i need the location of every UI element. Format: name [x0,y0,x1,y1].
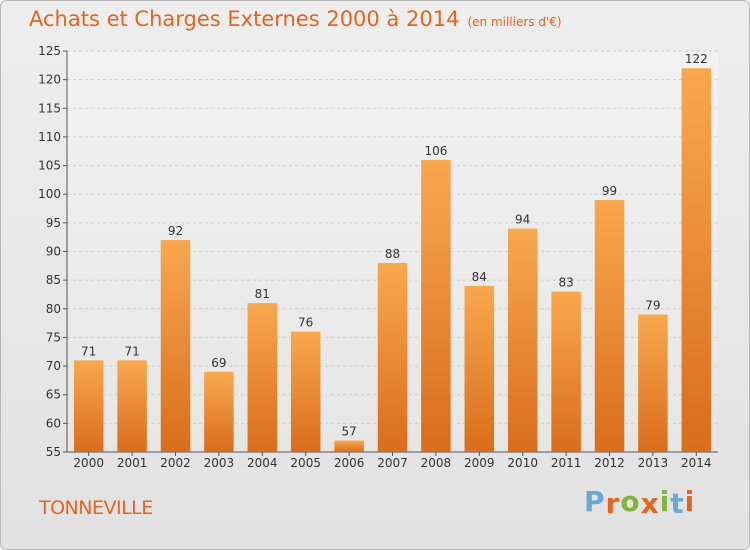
bar [160,240,191,452]
y-tick-label: 100 [38,187,61,201]
bar [594,199,625,452]
bar [247,303,278,452]
y-tick-label: 85 [46,273,61,287]
data-label: 69 [211,356,226,370]
bar [290,331,321,452]
logo-letter: i [659,485,671,518]
x-tick-label: 2001 [117,456,148,470]
y-tick-label: 60 [46,416,61,430]
y-tick-label: 90 [46,245,61,259]
bar [334,440,364,452]
bar [73,360,104,452]
x-tick-label: 2002 [160,456,191,470]
data-label: 99 [602,184,617,198]
data-label: 122 [685,52,708,66]
bar [638,314,668,452]
x-tick-label: 2011 [551,456,582,470]
bar [681,68,712,452]
chart-title: Achats et Charges Externes 2000 à 2014 (e… [29,7,562,31]
y-tick-label: 115 [38,101,61,115]
logo-letter: r [605,487,621,520]
x-tick-label: 2006 [334,456,365,470]
bar [377,262,408,452]
bar [507,228,538,452]
x-tick-label: 2005 [290,456,321,470]
y-tick-label: 95 [46,216,61,230]
y-tick-label: 110 [38,130,61,144]
data-label: 92 [168,224,183,238]
y-tick-label: 75 [46,330,61,344]
x-tick-label: 2013 [638,456,669,470]
bar [421,159,451,453]
y-tick-label: 70 [46,359,61,373]
logo-letter: t [670,487,685,520]
y-tick-label: 105 [38,159,61,173]
commune-name: TONNEVILLE [39,497,153,519]
chart-subtitle: (en milliers d'€) [467,15,562,29]
bar [464,285,495,452]
data-label: 84 [472,270,487,284]
y-tick-label: 55 [46,445,61,459]
y-tick-label: 80 [46,302,61,316]
logo-letter: o [620,485,641,518]
data-label: 81 [255,287,270,301]
data-label: 106 [424,144,447,158]
y-tick-label: 65 [46,388,61,402]
x-tick-label: 2012 [594,456,625,470]
data-label: 94 [515,213,530,227]
x-tick-label: 2004 [247,456,278,470]
logo-letter: i [684,485,696,518]
x-tick-label: 2003 [204,456,235,470]
proxiti-logo[interactable]: Proxiti [584,485,696,520]
bar [204,371,234,452]
data-label: 83 [558,276,573,290]
x-tick-label: 2000 [73,456,104,470]
data-label: 76 [298,316,313,330]
bar [117,360,147,452]
logo-letter: P [584,485,606,518]
y-tick-label: 125 [38,44,61,58]
x-tick-label: 2009 [464,456,495,470]
x-tick-label: 2014 [681,456,712,470]
data-label: 71 [81,344,96,358]
logo-letter: x [640,487,660,520]
bar [551,291,581,452]
data-label: 88 [385,247,400,261]
x-tick-label: 2008 [421,456,452,470]
chart-title-text: Achats et Charges Externes 2000 à 2014 [29,7,460,31]
x-tick-label: 2007 [377,456,408,470]
y-tick-label: 120 [38,73,61,87]
data-label: 71 [124,344,139,358]
x-tick-label: 2010 [507,456,538,470]
data-label: 79 [645,299,660,313]
data-label: 57 [341,425,356,439]
